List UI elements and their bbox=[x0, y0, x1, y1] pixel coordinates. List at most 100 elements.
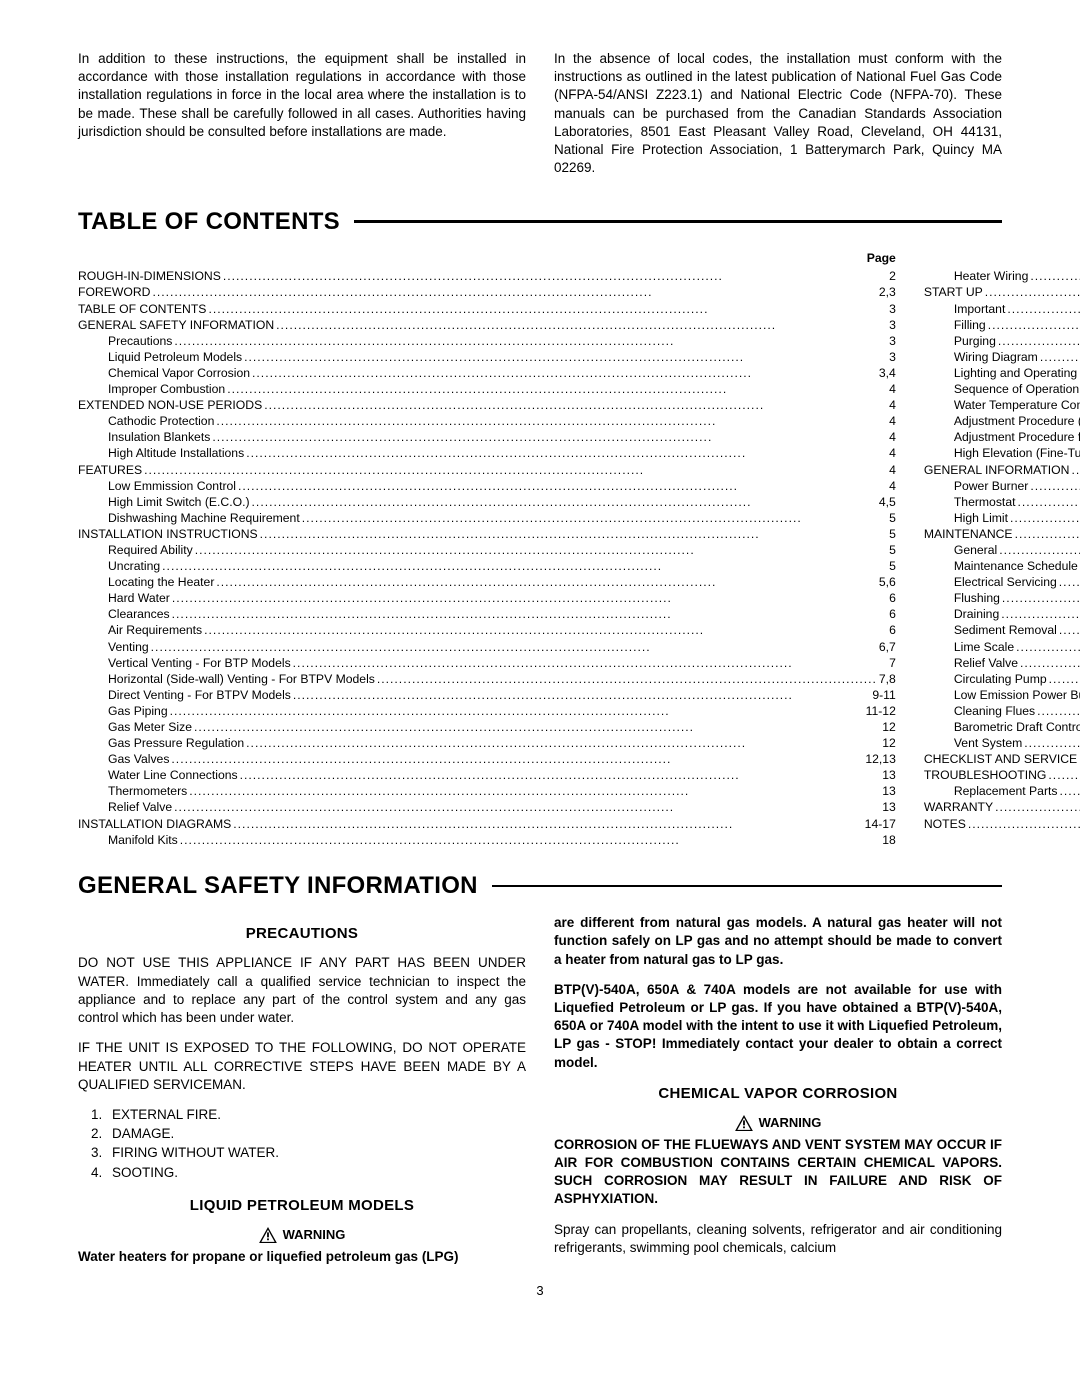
toc-row: Direct Venting - For BTPV Models9-11 bbox=[78, 687, 896, 703]
toc-row: Heater Wiring19 bbox=[924, 268, 1080, 284]
toc-row: Cleaning Flues29 bbox=[924, 703, 1080, 719]
toc-item-page: 3,4 bbox=[879, 365, 896, 381]
toc-item-title: Relief Valve bbox=[108, 799, 172, 815]
toc-row: Power Burner27 bbox=[924, 478, 1080, 494]
toc-dots bbox=[151, 639, 877, 655]
toc-item-title: Required Ability bbox=[108, 542, 193, 558]
toc-item-page: 3 bbox=[889, 349, 896, 365]
toc-item-page: 6 bbox=[889, 590, 896, 606]
toc-dots bbox=[223, 268, 887, 284]
toc-row: EXTENDED NON-USE PERIODS 4 bbox=[78, 397, 896, 413]
toc-dots bbox=[1030, 268, 1080, 284]
toc-row: Lighting and Operating Label22 bbox=[924, 365, 1080, 381]
toc-row: Draining28 bbox=[924, 606, 1080, 622]
toc-item-title: Low Emission Power Burner bbox=[954, 687, 1080, 703]
toc-item-page: 7,8 bbox=[879, 671, 896, 687]
toc-item-title: Liquid Petroleum Models bbox=[108, 349, 242, 365]
toc-row: Insulation Blankets4 bbox=[78, 429, 896, 445]
safety-columns: PRECAUTIONS DO NOT USE THIS APPLIANCE IF… bbox=[78, 914, 1002, 1266]
toc-item-page: 14-17 bbox=[865, 816, 896, 832]
precautions-heading: PRECAUTIONS bbox=[78, 924, 526, 944]
toc-item-page: 4 bbox=[889, 462, 896, 478]
toc-item-title: ROUGH-IN-DIMENSIONS bbox=[78, 268, 221, 284]
toc-dots bbox=[293, 687, 870, 703]
toc-dots bbox=[189, 783, 880, 799]
warning-label: WARNING bbox=[759, 1114, 822, 1132]
toc-row: TABLE OF CONTENTS3 bbox=[78, 301, 896, 317]
toc-dots bbox=[260, 526, 887, 542]
toc-dots bbox=[216, 574, 877, 590]
toc-item-title: Cathodic Protection bbox=[108, 413, 214, 429]
toc-row: Air Requirements6 bbox=[78, 622, 896, 638]
toc-item-title: General bbox=[954, 542, 997, 558]
intro-columns: In addition to these instructions, the e… bbox=[78, 50, 1002, 178]
toc-item-title: EXTENDED NON-USE PERIODS bbox=[78, 397, 262, 413]
toc-dots bbox=[1049, 671, 1080, 687]
toc-row: Water Temperature Control23 bbox=[924, 397, 1080, 413]
toc-item-title: START UP bbox=[924, 284, 983, 300]
list-item: EXTERNAL FIRE. bbox=[106, 1106, 526, 1124]
toc-dots bbox=[174, 799, 880, 815]
toc-row: INSTALLATION DIAGRAMS14-17 bbox=[78, 816, 896, 832]
toc-item-title: Barometric Draft Control bbox=[954, 719, 1080, 735]
toc-row: Gas Piping11-12 bbox=[78, 703, 896, 719]
toc-row: High Limit27 bbox=[924, 510, 1080, 526]
toc-item-page: 4 bbox=[889, 445, 896, 461]
toc-row: Improper Combustion 4 bbox=[78, 381, 896, 397]
toc-item-title: FOREWORD bbox=[78, 284, 150, 300]
toc-row: Clearances6 bbox=[78, 606, 896, 622]
precautions-p1: DO NOT USE THIS APPLIANCE IF ANY PART HA… bbox=[78, 954, 526, 1027]
toc-row: Dishwashing Machine Requirement5 bbox=[78, 510, 896, 526]
toc-dots bbox=[233, 816, 862, 832]
heading-rule bbox=[354, 220, 1002, 223]
toc-row: Venting6,7 bbox=[78, 639, 896, 655]
toc-item-title: Maintenance Schedule bbox=[954, 558, 1078, 574]
toc-row: NOTES34,35 bbox=[924, 816, 1080, 832]
toc-item-title: Water Line Connections bbox=[108, 767, 238, 783]
toc-row: GENERAL INFORMATION27 bbox=[924, 462, 1080, 478]
toc-row: Vertical Venting - For BTP Models7 bbox=[78, 655, 896, 671]
toc-item-page: 4 bbox=[889, 381, 896, 397]
toc-row: Hard Water6 bbox=[78, 590, 896, 606]
toc-item-page: 4 bbox=[889, 478, 896, 494]
toc-item-title: Power Burner bbox=[954, 478, 1029, 494]
toc-row: START UP19 bbox=[924, 284, 1080, 300]
toc-item-title: Water Temperature Control bbox=[954, 397, 1080, 413]
toc-item-title: Gas Piping bbox=[108, 703, 168, 719]
toc-dots bbox=[180, 832, 881, 848]
toc-dots bbox=[208, 301, 887, 317]
toc-row: Circulating Pump29 bbox=[924, 671, 1080, 687]
toc-row: INSTALLATION INSTRUCTIONS5 bbox=[78, 526, 896, 542]
toc-columns: Page ROUGH-IN-DIMENSIONS2FOREWORD2,3TABL… bbox=[78, 250, 1002, 848]
safety-right: are different from natural gas models. A… bbox=[554, 914, 1002, 1266]
toc-page-label: Page bbox=[924, 250, 1080, 266]
toc-dots bbox=[212, 429, 887, 445]
list-item: DAMAGE. bbox=[106, 1125, 526, 1143]
toc-item-page: 13 bbox=[882, 767, 896, 783]
toc-row: Uncrating5 bbox=[78, 558, 896, 574]
toc-row: Adjustment Procedure for Fire-Rate, Low … bbox=[924, 429, 1080, 445]
toc-item-page: 2,3 bbox=[879, 284, 896, 300]
toc-dots bbox=[998, 333, 1080, 349]
lpg-warning-line: WARNING bbox=[78, 1226, 526, 1244]
toc-item-title: TABLE OF CONTENTS bbox=[78, 301, 206, 317]
toc-item-title: Thermometers bbox=[108, 783, 187, 799]
toc-row: Barometric Draft Control29 bbox=[924, 719, 1080, 735]
toc-dots bbox=[1007, 301, 1080, 317]
toc-item-title: MAINTENANCE bbox=[924, 526, 1013, 542]
toc-item-page: 12 bbox=[882, 735, 896, 751]
toc-row: Sequence of Operation23 bbox=[924, 381, 1080, 397]
toc-item-title: High Altitude Installations bbox=[108, 445, 244, 461]
toc-item-title: FEATURES bbox=[78, 462, 142, 478]
toc-item-title: CHECKLIST AND SERVICE INFORMATION bbox=[924, 751, 1080, 767]
toc-item-page: 6,7 bbox=[879, 639, 896, 655]
toc-item-title: Gas Valves bbox=[108, 751, 169, 767]
toc-item-title: Improper Combustion bbox=[108, 381, 225, 397]
toc-item-title: High Elevation (Fine-Tune) bbox=[954, 445, 1080, 461]
toc-item-title: Horizontal (Side-wall) Venting - For BTP… bbox=[108, 671, 375, 687]
toc-item-page: 3 bbox=[889, 317, 896, 333]
toc-dots bbox=[302, 510, 887, 526]
toc-dots bbox=[1048, 767, 1080, 783]
toc-item-page: 4 bbox=[889, 397, 896, 413]
toc-dots bbox=[968, 816, 1080, 832]
